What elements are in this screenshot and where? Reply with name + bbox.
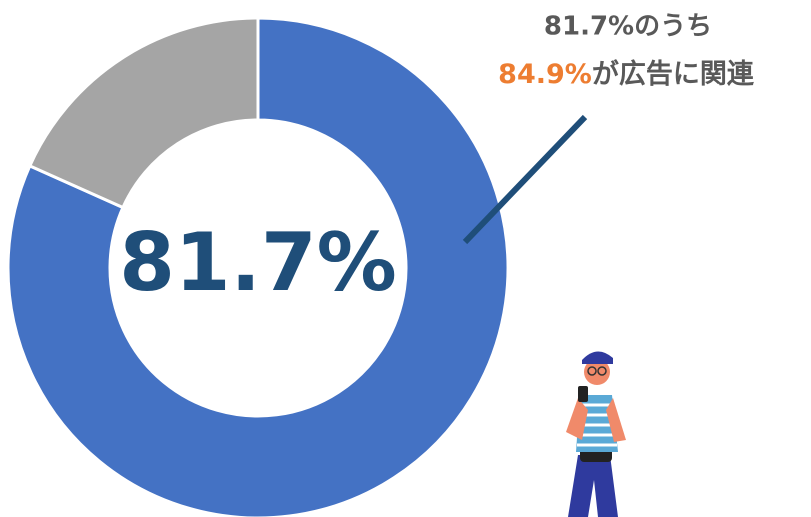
- annotation-rest: が広告に関連: [592, 58, 755, 90]
- center-label: 81.7%: [119, 216, 397, 309]
- annotation-line1: 81.7%のうち: [544, 12, 712, 42]
- donut-slice: [30, 18, 258, 208]
- annotation-line2: 84.9%が広告に関連: [498, 58, 755, 90]
- page: 81.7% 81.7%のうち 84.9%が広告に関連 (() => { cons…: [0, 0, 811, 517]
- annotation-highlight: 84.9%: [498, 59, 592, 90]
- person-illustration: [566, 351, 626, 517]
- chart: 81.7% 81.7%のうち 84.9%が広告に関連: [0, 0, 811, 517]
